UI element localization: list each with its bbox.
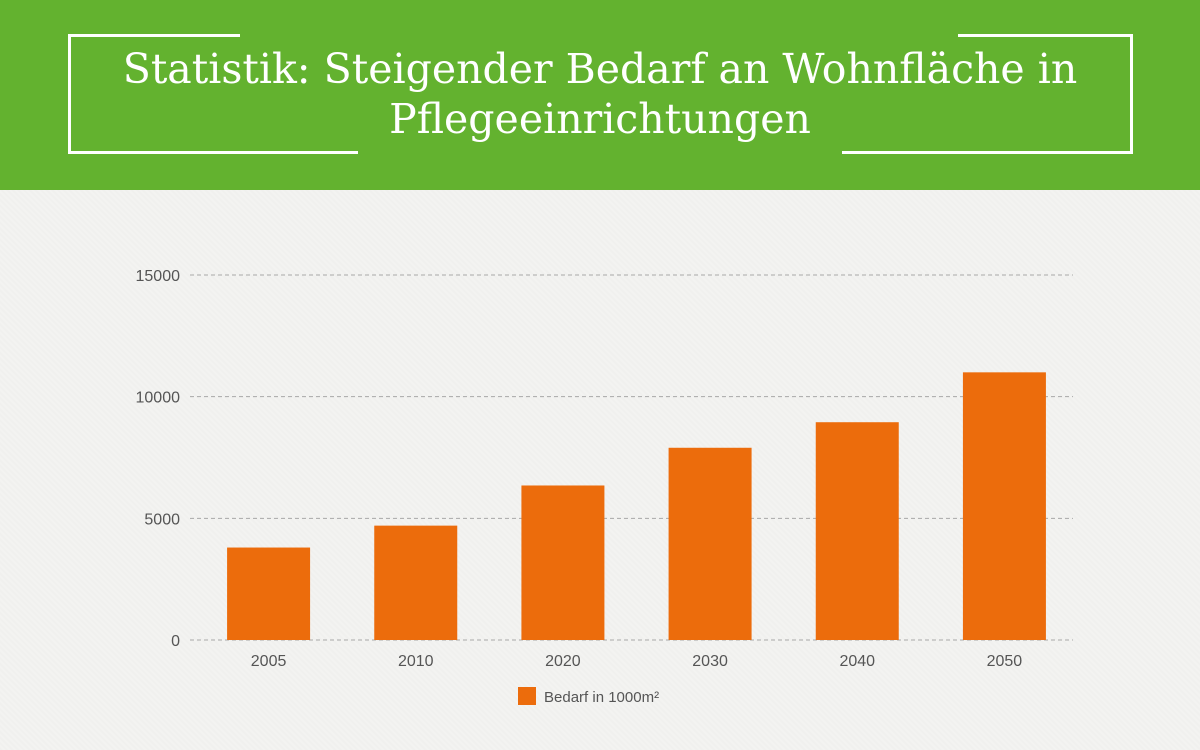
x-tick-label: 2050 <box>987 653 1023 670</box>
frame-top-left-line <box>68 34 240 37</box>
y-axis-ticks: 0 5000 10000 15000 <box>136 268 181 650</box>
legend-swatch <box>518 687 536 705</box>
x-tick-label: 2020 <box>545 653 581 670</box>
x-tick-label: 2010 <box>398 653 434 670</box>
frame-right-line <box>1130 34 1133 154</box>
frame-bottom-right-line <box>842 151 1133 154</box>
bar-2020[interactable] <box>521 485 605 640</box>
bar-2030[interactable] <box>668 447 752 640</box>
grid-layer <box>190 274 1073 641</box>
bar-2040[interactable] <box>815 422 899 640</box>
page-title: Statistik: Steigender Bedarf an Wohnfläc… <box>122 45 1078 143</box>
bar-2005[interactable] <box>227 547 311 640</box>
bar-2050[interactable] <box>962 372 1046 640</box>
x-tick-label: 2040 <box>839 653 875 670</box>
x-axis-ticks: 2005 2010 2020 2030 2040 2050 <box>251 653 1023 670</box>
y-tick-label: 10000 <box>136 390 181 407</box>
x-tick-label: 2030 <box>692 653 728 670</box>
chart-area: 0 5000 10000 15000 2005 2010 2020 2030 2040 2050… <box>0 190 1200 750</box>
bar-2010[interactable] <box>374 525 458 640</box>
y-tick-label: 15000 <box>136 268 181 285</box>
bar-layer <box>227 372 1046 640</box>
x-tick-label: 2005 <box>251 653 287 670</box>
frame-bottom-left-line <box>68 151 358 154</box>
header-banner: Statistik: Steigender Bedarf an Wohnfläc… <box>0 0 1200 190</box>
y-tick-label: 5000 <box>144 511 180 528</box>
bar-chart: 0 5000 10000 15000 2005 2010 2020 2030 2040 2050… <box>136 268 1073 706</box>
frame-left-line <box>68 34 71 154</box>
y-tick-label: 0 <box>171 633 180 650</box>
legend: Bedarf in 1000m² <box>518 687 659 706</box>
legend-label: Bedarf in 1000m² <box>544 689 659 706</box>
frame-top-right-line <box>958 34 1133 37</box>
